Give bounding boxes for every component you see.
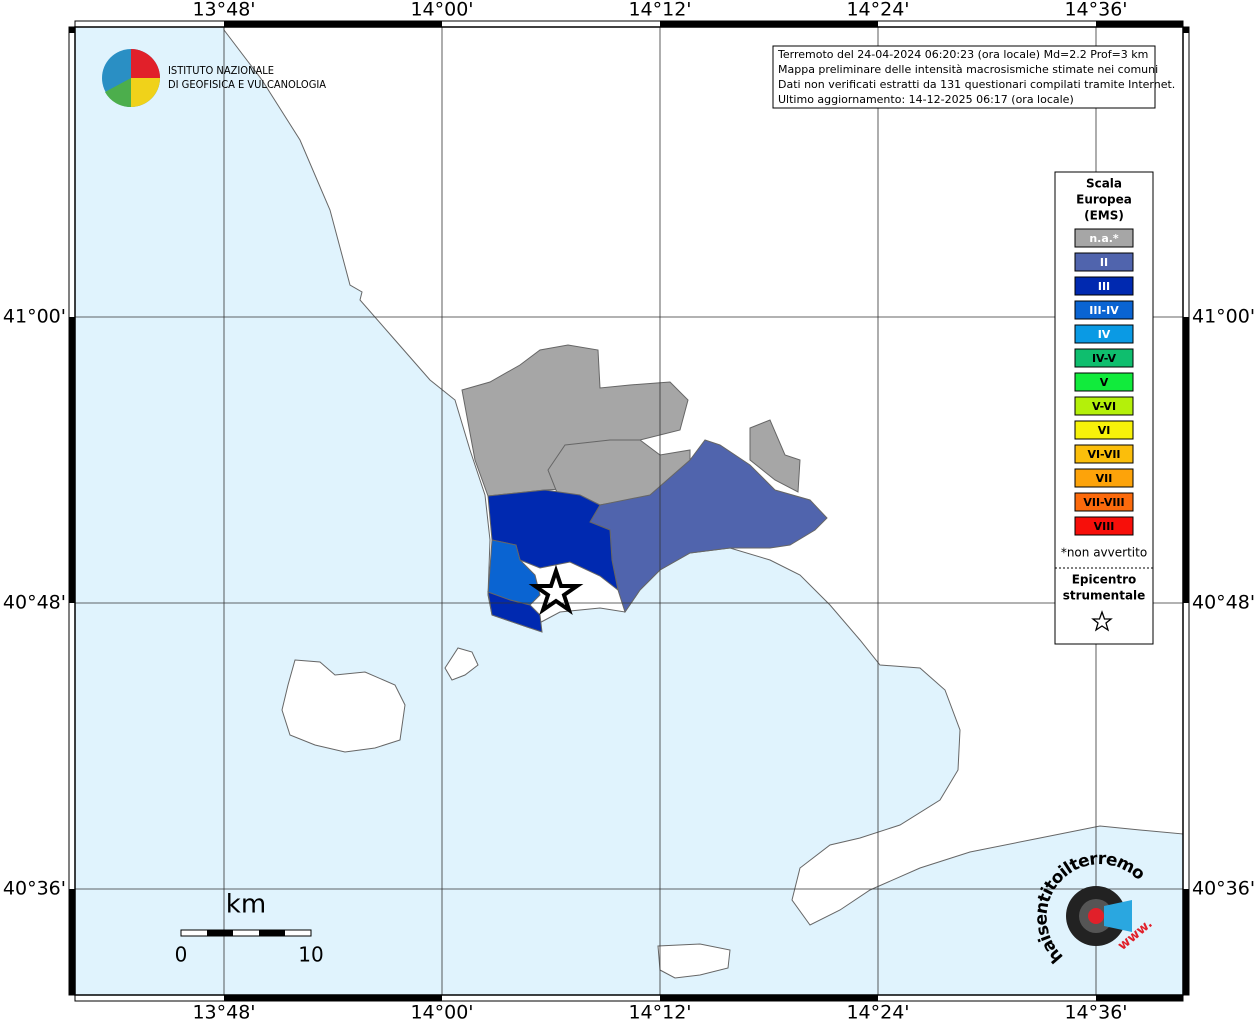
legend-swatch: [1074, 516, 1134, 536]
legend-swatch: [1074, 348, 1134, 368]
badge-speaker: [1104, 900, 1132, 932]
scale-bar-frame: [180, 929, 312, 937]
scale-start: 0: [175, 943, 188, 967]
longitude-label: 14°12': [628, 1002, 691, 1024]
frame-band-fill: [660, 21, 878, 27]
latitude-label: 41°00': [3, 306, 66, 328]
longitude-label: 14°24': [846, 1002, 909, 1024]
legend-swatch: [1074, 444, 1134, 464]
longitude-label: 14°00': [410, 0, 473, 21]
legend-label: V: [1100, 376, 1109, 389]
scale-bar-segment: [207, 930, 233, 936]
info-lines: Terremoto del 24-04-2024 06:20:23 (ora l…: [777, 48, 1175, 106]
badge-circle: [1088, 908, 1104, 924]
procida: [444, 647, 479, 681]
epicenter-star: [528, 564, 584, 616]
legend-label: IV: [1098, 328, 1111, 341]
legend: ScalaEuropea(EMS)n.a.*IIIIIIII-IVIVIV-VV…: [1055, 177, 1153, 632]
region-na: [749, 419, 801, 493]
longitude-label: 14°12': [628, 0, 691, 21]
frame-band-fill: [69, 27, 75, 33]
logo-text: DI GEOFISICA E VULCANOLOGIA: [168, 78, 326, 91]
legend-swatch: [1074, 324, 1134, 344]
map-frame: [74, 26, 1184, 996]
info-line: Mappa preliminare delle intensità macros…: [778, 63, 1158, 76]
longitude-label: 13°48': [192, 0, 255, 21]
latitude-label: 40°48': [3, 592, 66, 614]
region-iii-iv: [487, 539, 541, 606]
legend-label: VII: [1096, 472, 1113, 485]
legend-swatch: [1074, 492, 1134, 512]
info-box: [772, 45, 1156, 109]
legend-footnote: *non avvertito: [1061, 546, 1147, 560]
scale-end: 10: [298, 943, 323, 967]
legend-label: n.a.*: [1089, 232, 1119, 245]
legend-star: [1091, 610, 1113, 632]
logo-globe-segment: [131, 78, 160, 107]
frame-band-fill: [1096, 21, 1183, 27]
longitude-label: 14°24': [846, 0, 909, 21]
longitude-label: 14°00': [410, 1002, 473, 1024]
legend-epicenter: strumentale: [1063, 589, 1146, 603]
info-line: Terremoto del 24-04-2024 06:20:23 (ora l…: [777, 48, 1148, 61]
ingv-logo: ISTITUTO NAZIONALE DI GEOFISICA E VULCAN…: [102, 49, 326, 108]
info-line: Ultimo aggiornamento: 14-12-2025 06:17 (…: [778, 93, 1074, 106]
latitude-label: 40°48': [1192, 592, 1255, 614]
capri: [657, 943, 731, 979]
legend-swatch: [1074, 276, 1134, 296]
legend-title: Scala: [1086, 177, 1122, 191]
scale-unit: km: [226, 890, 266, 920]
latitude-label: 40°36': [3, 878, 66, 900]
graticule: [68, 20, 1190, 1002]
legend-swatch: [1074, 420, 1134, 440]
region-iii: [487, 591, 543, 633]
scale-bar: km 0 10: [175, 890, 324, 967]
legend-epicenter: Epicentro: [1072, 573, 1137, 587]
legend-swatch: [1074, 300, 1134, 320]
legend-label: VIII: [1094, 520, 1115, 533]
frame-band-fill: [224, 21, 442, 27]
latitude-label: 41°00': [1192, 306, 1255, 328]
legend-label: VII-VIII: [1083, 496, 1124, 509]
scale-bar-segment: [259, 930, 285, 936]
frame-band-fill: [1096, 995, 1183, 1001]
legend-label: III-IV: [1089, 304, 1119, 317]
longitude-label: 13°48': [192, 1002, 255, 1024]
legend-label: II: [1100, 256, 1108, 269]
logo-text: ISTITUTO NAZIONALE: [168, 64, 274, 77]
frame-band-fill: [1183, 27, 1189, 33]
frame-band-fill: [1183, 889, 1189, 995]
frame-band-fill: [1183, 317, 1189, 603]
legend-label: III: [1098, 280, 1110, 293]
latitude-label: 40°36': [1192, 878, 1255, 900]
legend-title: (EMS): [1084, 209, 1124, 223]
legend-swatch: [1074, 228, 1134, 248]
legend-label: V-VI: [1092, 400, 1116, 413]
legend-swatch: [1074, 396, 1134, 416]
legend-swatch: [1074, 372, 1134, 392]
legend-label: VI: [1098, 424, 1111, 437]
legend-swatch: [1074, 468, 1134, 488]
legend-label: IV-V: [1092, 352, 1117, 365]
longitude-label: 14°36': [1064, 0, 1127, 21]
frame-band-fill: [69, 317, 75, 603]
legend-swatch: [1074, 252, 1134, 272]
legend-title: Europea: [1076, 193, 1132, 207]
legend-label: VI-VII: [1087, 448, 1120, 461]
frame-band-fill: [660, 995, 878, 1001]
frame-band-fill: [69, 889, 75, 995]
frame-band-fill: [224, 995, 442, 1001]
logo-globe-segment: [105, 78, 131, 108]
logo-globe-segment: [131, 49, 160, 78]
ischia: [281, 659, 406, 753]
longitude-label: 14°36': [1064, 1002, 1127, 1024]
info-line: Dati non verificati estratti da 131 ques…: [778, 78, 1175, 91]
